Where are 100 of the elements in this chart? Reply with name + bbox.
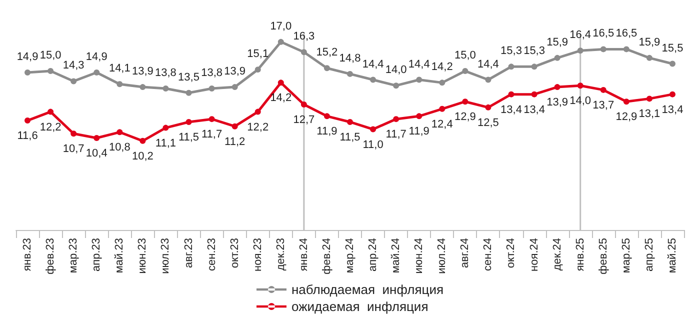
- data-label: 16,4: [570, 29, 592, 42]
- data-label: 17,0: [270, 20, 292, 32]
- data-label: 15,2: [316, 46, 338, 59]
- point: [531, 91, 538, 98]
- data-label: 10,4: [86, 148, 108, 160]
- point: [669, 60, 676, 67]
- point: [485, 104, 492, 110]
- point: [393, 82, 400, 89]
- data-label: 14,0: [570, 95, 592, 108]
- data-label: 15,3: [500, 45, 522, 58]
- point: [94, 69, 100, 76]
- x-tick-label: сен.24: [482, 238, 494, 271]
- point: [208, 86, 215, 92]
- data-label: 11,5: [178, 131, 200, 144]
- x-tick-label: июн.24: [413, 238, 426, 274]
- data-label: 11,1: [155, 137, 176, 150]
- point: [48, 68, 54, 74]
- data-label: 13,8: [201, 67, 223, 80]
- data-label: 11,2: [224, 136, 246, 148]
- data-label: 16,5: [592, 28, 614, 40]
- x-tick-label: фев.24: [320, 238, 333, 274]
- point: [623, 46, 630, 52]
- point: [208, 116, 215, 122]
- point: [393, 116, 400, 122]
- data-label: 14,3: [62, 60, 84, 72]
- x-tick-label: мар.25: [620, 238, 632, 274]
- x-tick-label: фев.25: [597, 238, 610, 274]
- point: [278, 80, 284, 86]
- x-tick-label: янв.24: [298, 238, 310, 272]
- data-label: 14,9: [86, 50, 108, 63]
- point: [254, 108, 261, 115]
- data-label: 13,7: [592, 99, 614, 112]
- point: [508, 91, 514, 98]
- point: [347, 118, 353, 125]
- x-tick-label: дек.24: [551, 238, 564, 271]
- x-tick-label: апр.23: [90, 238, 103, 272]
- point: [300, 49, 307, 56]
- data-label: 14,0: [385, 64, 407, 76]
- point: [140, 84, 146, 90]
- x-tick-label: фев.23: [44, 238, 57, 274]
- data-label: 14,9: [16, 50, 38, 63]
- point: [70, 78, 77, 84]
- data-label: 13,5: [178, 71, 200, 84]
- point: [278, 38, 284, 45]
- data-label: 13,1: [638, 108, 660, 120]
- data-label: 13,9: [224, 66, 246, 78]
- x-tick-label: ноя.24: [528, 238, 540, 272]
- x-tick-label: янв.23: [22, 238, 34, 272]
- point: [531, 64, 538, 70]
- data-label: 16,5: [616, 28, 638, 40]
- point: [140, 138, 146, 144]
- data-label: 15,9: [546, 36, 568, 48]
- data-label: 13,4: [662, 104, 684, 116]
- point: [162, 124, 169, 131]
- data-label: 15,3: [524, 45, 545, 58]
- point: [254, 66, 261, 73]
- point: [439, 80, 446, 86]
- data-label: 11,9: [408, 126, 430, 138]
- point: [186, 118, 192, 125]
- point: [439, 106, 446, 112]
- point: [347, 70, 353, 77]
- x-tick-label: июн.23: [136, 238, 149, 274]
- data-label: 11,0: [362, 138, 384, 151]
- data-label: 10,2: [132, 150, 154, 162]
- data-label: 15,9: [638, 36, 660, 48]
- data-label: 14,8: [339, 52, 361, 64]
- data-label: 14,4: [477, 58, 499, 70]
- data-label: 15,5: [662, 42, 684, 54]
- point: [70, 130, 77, 137]
- point: [462, 98, 468, 105]
- point: [508, 64, 514, 70]
- x-tick-label: авг.23: [182, 238, 195, 268]
- point: [232, 84, 238, 90]
- data-label: 12,7: [293, 114, 315, 126]
- point: [485, 76, 492, 83]
- x-tick-label: май.25: [666, 238, 678, 274]
- data-label: 12,5: [477, 116, 499, 129]
- data-label: 13,4: [524, 104, 545, 116]
- point: [554, 84, 560, 90]
- data-label: 14,4: [408, 58, 430, 70]
- x-tick-label: апр.25: [643, 238, 656, 272]
- x-tick-label: июл.24: [436, 238, 448, 274]
- x-tick-label: мар.23: [68, 238, 80, 274]
- point: [324, 65, 330, 72]
- data-label: 14,4: [362, 58, 384, 70]
- data-label: 15,0: [454, 50, 476, 62]
- x-tick-label: июл.23: [160, 238, 172, 274]
- data-label: 12,2: [247, 121, 269, 134]
- x-tick-label: дек.23: [274, 238, 287, 271]
- point: [300, 102, 307, 108]
- x-tick-label: авг.24: [459, 238, 472, 268]
- point: [600, 86, 606, 93]
- data-label: 15,0: [40, 50, 62, 62]
- data-label: 12,9: [616, 111, 638, 124]
- data-label: 13,8: [155, 67, 176, 80]
- data-label: 11,6: [17, 130, 38, 142]
- x-tick-label: сен.23: [206, 238, 218, 271]
- data-label: 11,7: [201, 128, 222, 141]
- data-label: 11,7: [386, 128, 406, 141]
- data-label: 12,4: [431, 118, 453, 130]
